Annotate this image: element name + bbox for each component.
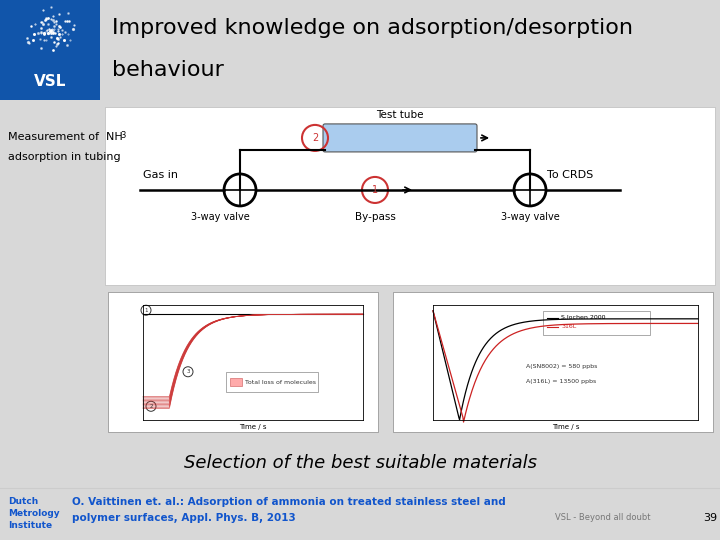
Text: 3: 3: [186, 369, 190, 374]
Text: To CRDS: To CRDS: [547, 170, 593, 180]
Text: Dutch: Dutch: [8, 496, 38, 505]
FancyBboxPatch shape: [323, 124, 477, 152]
Text: behaviour: behaviour: [112, 60, 224, 80]
FancyBboxPatch shape: [108, 292, 378, 432]
Text: 316L: 316L: [562, 325, 577, 329]
Text: Gas in: Gas in: [143, 170, 178, 180]
Text: Total loss of molecules: Total loss of molecules: [245, 380, 315, 385]
Text: polymer surfaces, Appl. Phys. B, 2013: polymer surfaces, Appl. Phys. B, 2013: [72, 513, 296, 523]
Text: Time / s: Time / s: [552, 424, 580, 430]
Text: S.lochen 2000: S.lochen 2000: [562, 315, 606, 320]
Text: 39: 39: [703, 513, 717, 523]
Text: 1: 1: [144, 308, 148, 313]
FancyBboxPatch shape: [105, 107, 715, 285]
Text: Selection of the best suitable materials: Selection of the best suitable materials: [184, 454, 536, 472]
Text: Metrology: Metrology: [8, 509, 60, 517]
Text: A(316L) = 13500 ppbs: A(316L) = 13500 ppbs: [526, 379, 596, 384]
Text: O. Vaittinen et. al.: Adsorption of ammonia on treated stainless steel and: O. Vaittinen et. al.: Adsorption of ammo…: [72, 497, 505, 507]
Text: 2: 2: [149, 404, 153, 409]
Text: Time / s: Time / s: [239, 424, 266, 430]
Text: VSL - Beyond all doubt: VSL - Beyond all doubt: [555, 514, 650, 523]
Text: Improved knowledge on adsorption/desorption: Improved knowledge on adsorption/desorpt…: [112, 18, 633, 38]
Text: adsorption in tubing: adsorption in tubing: [8, 152, 121, 162]
Text: Measurement of  NH: Measurement of NH: [8, 132, 122, 142]
Text: 3-way valve: 3-way valve: [191, 212, 249, 222]
Text: By-pass: By-pass: [354, 212, 395, 222]
FancyBboxPatch shape: [393, 292, 713, 432]
Text: 1: 1: [372, 185, 378, 195]
Text: Test tube: Test tube: [377, 110, 424, 120]
Text: Institute: Institute: [8, 521, 52, 530]
FancyBboxPatch shape: [225, 372, 318, 393]
Text: 3: 3: [120, 131, 125, 140]
FancyBboxPatch shape: [0, 0, 100, 100]
Text: 2: 2: [312, 133, 318, 143]
FancyBboxPatch shape: [544, 311, 650, 335]
Text: 3-way valve: 3-way valve: [500, 212, 559, 222]
Text: A(SN8002) = 580 ppbs: A(SN8002) = 580 ppbs: [526, 364, 597, 369]
Text: VSL: VSL: [34, 75, 66, 90]
FancyBboxPatch shape: [230, 379, 242, 386]
